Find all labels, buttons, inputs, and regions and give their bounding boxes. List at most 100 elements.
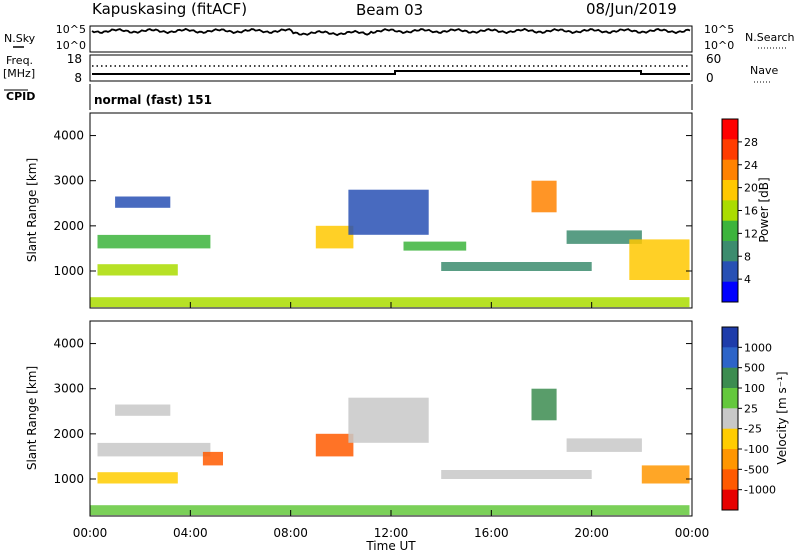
y-tick-label: 4000 <box>53 337 84 351</box>
echo-band <box>441 470 592 479</box>
x-tick-label: 00:00 <box>675 526 710 540</box>
colorbar-swatch <box>722 489 738 511</box>
echo-band <box>531 180 557 213</box>
power-axes: 1000 2000 3000 4000 <box>53 129 693 308</box>
colorbar-swatch <box>722 347 738 369</box>
cpid-panel: CPID normal (fast) 151 <box>4 84 693 110</box>
echo-band <box>202 451 223 466</box>
colorbar-swatch <box>722 408 738 430</box>
colorbar-tick-label: 500 <box>744 362 765 375</box>
nsky-tick-bottom: 10^0 <box>56 39 86 52</box>
colorbar-swatch <box>722 241 738 262</box>
colorbar-swatch <box>722 139 738 161</box>
freq-line <box>92 70 690 75</box>
power-echo-bands <box>90 180 690 308</box>
echo-band <box>90 297 690 308</box>
y-tick-label: 1000 <box>53 472 84 486</box>
colorbar-tick-label: 24 <box>744 159 758 172</box>
echo-band <box>97 234 211 249</box>
echo-band <box>115 196 171 208</box>
x-tick-label: 00:00 <box>73 526 108 540</box>
nsearch-tick-bottom: 10^0 <box>704 39 734 52</box>
colorbar-tick-label: 1000 <box>744 341 772 354</box>
nave-label: Nave <box>750 64 778 77</box>
colorbar-swatch <box>722 449 738 470</box>
colorbar-swatch <box>722 428 738 450</box>
nsky-tick-top: 10^5 <box>56 23 86 36</box>
velocity-colorbar: 1000 500 100 25 -25 -100 -500 -1000 <box>721 326 776 511</box>
freq-tick-top: 18 <box>67 52 82 66</box>
colorbar-tick-label: -25 <box>744 423 762 436</box>
x-tick-label: 20:00 <box>574 526 609 540</box>
y-tick-label: 2000 <box>53 427 84 441</box>
colorbar-tick-label: 100 <box>744 382 765 395</box>
cpid-label: CPID <box>6 90 35 103</box>
colorbar-swatch <box>722 327 738 348</box>
colorbar-swatch <box>722 119 738 140</box>
radar-title: Kapuskasing (fitACF) <box>92 0 247 18</box>
colorbar-tick-label: -100 <box>744 443 769 456</box>
echo-band <box>566 230 642 244</box>
echo-band <box>403 241 467 251</box>
nave-tick-bottom: 0 <box>706 71 714 85</box>
echo-band <box>115 404 171 416</box>
nsearch-tick-top: 10^5 <box>704 23 734 36</box>
colorbar-swatch <box>722 469 738 491</box>
x-tick-label: 04:00 <box>173 526 208 540</box>
beam-title: Beam 03 <box>356 1 423 19</box>
x-axis-label: Time UT <box>365 539 416 553</box>
x-tick-label: 12:00 <box>374 526 409 540</box>
y-tick-label: 1000 <box>53 264 84 278</box>
x-tick-label: 08:00 <box>273 526 308 540</box>
colorbar-swatch <box>722 388 738 409</box>
y-tick-label: 4000 <box>53 129 84 143</box>
power-panel: 1000 2000 3000 4000 Slant Range [km] 28 24 20… <box>25 112 771 309</box>
y-tick-label: 3000 <box>53 382 84 396</box>
velocity-axes: 1000 2000 3000 4000 00:00 04:00 08:00 12:00 16:0… <box>53 337 709 540</box>
colorbar-tick-label: 4 <box>744 273 751 286</box>
colorbar-tick-label: 8 <box>744 250 751 263</box>
nave-tick-top: 60 <box>706 52 721 66</box>
echo-band <box>629 239 690 280</box>
y-tick-label: 3000 <box>53 174 84 188</box>
echo-band <box>97 472 178 484</box>
colorbar-tick-label: 25 <box>744 402 758 415</box>
echo-band <box>90 505 690 516</box>
echo-band <box>348 189 429 235</box>
freq-label: Freq. <box>6 54 33 67</box>
colorbar-swatch <box>722 281 738 303</box>
velocity-panel: 1000 2000 3000 4000 00:00 04:00 08:00 12:00 16:0… <box>25 320 789 540</box>
colorbar-swatch <box>722 261 738 283</box>
colorbar-tick-label: 28 <box>744 136 758 149</box>
colorbar-tick-label: -500 <box>744 463 769 476</box>
echo-band <box>97 442 211 457</box>
echo-band <box>441 262 592 271</box>
colorbar-tick-label: 12 <box>744 227 758 240</box>
date-title: 08/Jun/2019 <box>586 0 677 18</box>
x-tick-label: 16:00 <box>474 526 509 540</box>
colorbar-tick-label: 16 <box>744 205 758 218</box>
power-ylabel: Slant Range [km] <box>25 158 39 262</box>
nsearch-label: N.Search <box>745 31 795 44</box>
colorbar-tick-label: -1000 <box>744 484 776 497</box>
nsky-series <box>91 27 691 37</box>
colorbar-swatch <box>722 159 738 181</box>
colorbar-swatch <box>722 200 738 222</box>
velocity-echo-bands <box>90 388 690 516</box>
freq-panel: Freq. [MHz] 18 8 60 0 Nave <box>3 52 778 85</box>
y-tick-label: 2000 <box>53 219 84 233</box>
colorbar-swatch <box>722 367 738 389</box>
echo-band <box>566 438 642 452</box>
nsky-panel: N.Sky 10^5 10^0 10^5 10^0 N.Search <box>4 23 795 53</box>
nsky-label: N.Sky <box>4 32 36 45</box>
colorbar-tick-label: 20 <box>744 182 758 195</box>
power-colorbar: 28 24 20 16 12 8 4 <box>721 118 758 303</box>
echo-band <box>315 433 354 457</box>
echo-band <box>531 388 557 421</box>
echo-band <box>97 264 178 276</box>
cpid-text: normal (fast) 151 <box>94 93 212 107</box>
freq-tick-bottom: 8 <box>74 71 82 85</box>
velocity-colorbar-label: Velocity [m s⁻¹] <box>775 371 789 464</box>
echo-band <box>348 397 429 443</box>
